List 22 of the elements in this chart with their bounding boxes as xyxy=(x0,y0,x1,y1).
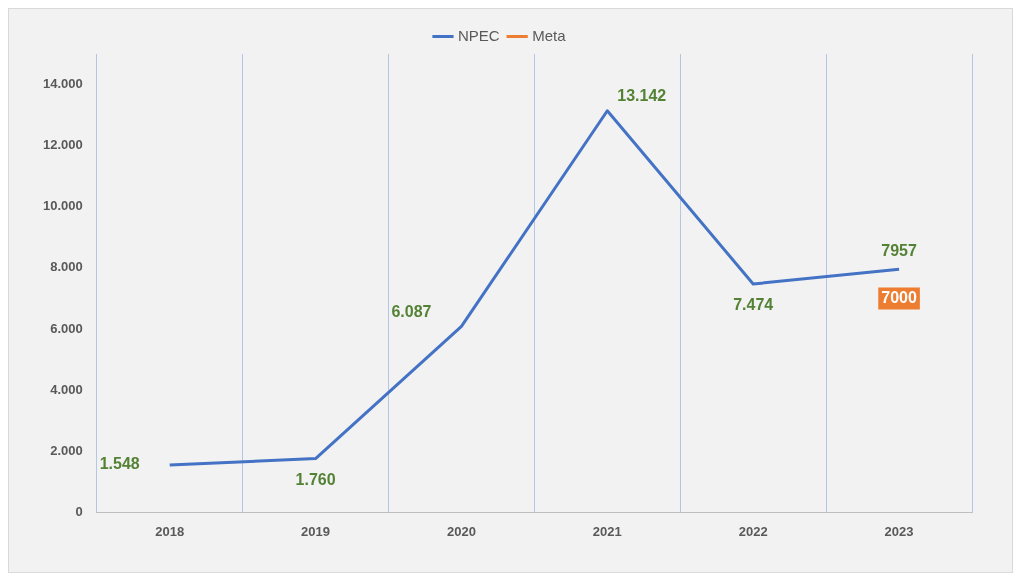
data-label: 1.760 xyxy=(295,471,336,489)
x-tick-label: 2019 xyxy=(301,523,331,539)
data-label: 6.087 xyxy=(391,302,432,320)
data-label: 1.548 xyxy=(99,455,140,473)
x-tick-label: 2021 xyxy=(592,523,622,539)
x-tick-label: 2018 xyxy=(155,523,185,539)
data-label: 7.474 xyxy=(733,296,774,314)
legend-label: NPEC xyxy=(457,26,500,44)
y-tick-label: 12.000 xyxy=(43,137,83,153)
legend-label: Meta xyxy=(532,26,567,44)
y-tick-label: 0 xyxy=(75,503,83,519)
y-tick-label: 4.000 xyxy=(50,381,83,397)
x-tick-label: 2020 xyxy=(446,523,476,539)
x-tick-label: 2023 xyxy=(884,523,914,539)
y-tick-label: 10.000 xyxy=(43,198,83,214)
data-label: 13.142 xyxy=(617,87,667,105)
x-tick-label: 2022 xyxy=(738,523,768,539)
data-label: 7957 xyxy=(881,241,917,259)
y-tick-label: 2.000 xyxy=(50,442,83,458)
y-tick-label: 8.000 xyxy=(50,259,83,275)
y-tick-label: 6.000 xyxy=(50,320,83,336)
y-tick-label: 14.000 xyxy=(43,76,83,92)
